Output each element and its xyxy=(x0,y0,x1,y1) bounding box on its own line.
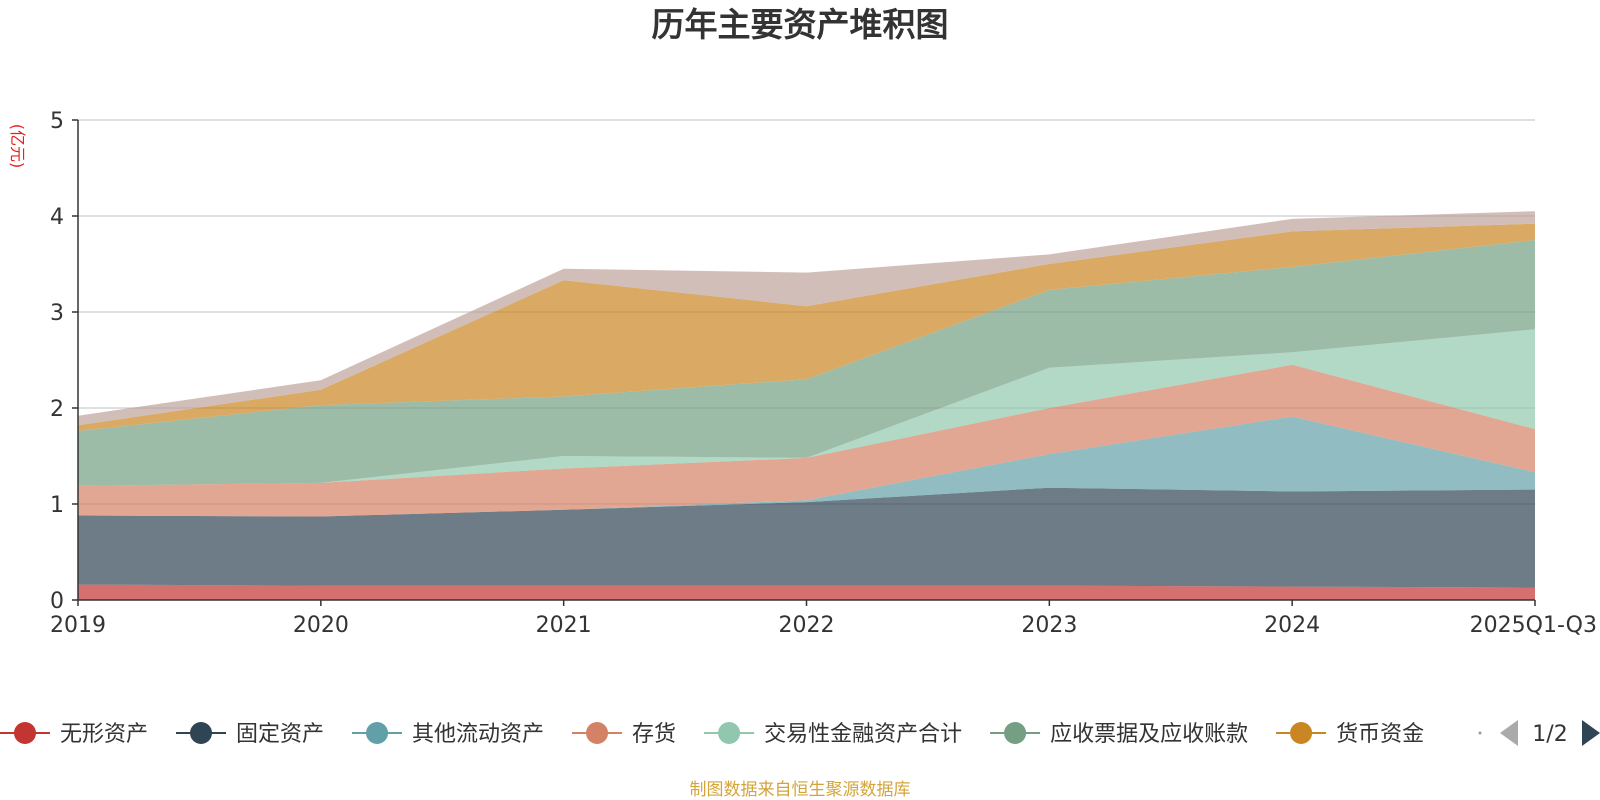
legend-item[interactable]: 无形资产 xyxy=(0,722,148,747)
y-tick-label: 0 xyxy=(50,589,64,614)
y-tick-label: 5 xyxy=(50,109,64,134)
legend-more-dot xyxy=(1478,731,1482,735)
x-tick-label: 2020 xyxy=(293,613,349,638)
legend-marker-icon xyxy=(1290,722,1313,744)
chart-title: 历年主要资产堆积图 xyxy=(652,5,949,44)
legend-label: 交易性金融资产合计 xyxy=(764,722,962,747)
area-series-8[interactable] xyxy=(78,211,1535,426)
legend-label: 应收票据及应收账款 xyxy=(1050,722,1248,747)
legend-label: 无形资产 xyxy=(60,722,148,747)
legend-item[interactable]: 交易性金融资产合计 xyxy=(704,722,962,747)
area-series-group xyxy=(78,211,1535,600)
legend-item[interactable]: 应收票据及应收账款 xyxy=(990,722,1248,747)
x-tick-label: 2021 xyxy=(536,613,592,638)
y-tick-label: 1 xyxy=(50,493,64,518)
legend-item[interactable]: 存货 xyxy=(572,722,676,747)
x-tick-label: 2025Q1-Q3 xyxy=(1470,613,1597,638)
area-series-2[interactable] xyxy=(78,487,1535,588)
legend-label: 固定资产 xyxy=(236,722,324,747)
legend-item[interactable]: 其他流动资产 xyxy=(352,722,544,747)
area-series-1[interactable] xyxy=(78,584,1535,600)
legend[interactable]: 无形资产 固定资产 其他流动资产 存货 交易性金融资产合计 应收票据及应收账款 货币资金 1/… xyxy=(0,720,1600,747)
x-tick-label: 2023 xyxy=(1021,613,1077,638)
legend-item[interactable]: 固定资产 xyxy=(176,722,324,747)
legend-next-page-icon[interactable] xyxy=(1582,720,1600,746)
axes: 0 1 2 3 4 5 2019 2020 2021 2022 2023 2024 2025Q1-Q3 xyxy=(50,109,1597,638)
y-tick-label: 3 xyxy=(50,301,64,326)
legend-label: 货币资金 xyxy=(1336,722,1424,747)
y-tick-label: 2 xyxy=(50,397,64,422)
x-tick-label: 2024 xyxy=(1264,613,1320,638)
area-series-5[interactable] xyxy=(78,329,1535,486)
source-note: 制图数据来自恒生聚源数据库 xyxy=(690,780,911,800)
area-series-7[interactable] xyxy=(78,223,1535,431)
x-tick-label: 2019 xyxy=(50,613,106,638)
area-series-6[interactable] xyxy=(78,240,1535,486)
legend-marker-icon xyxy=(1004,722,1027,744)
area-series-4[interactable] xyxy=(78,364,1535,517)
legend-item[interactable]: 货币资金 xyxy=(1276,722,1424,747)
legend-marker-icon xyxy=(718,722,741,744)
legend-marker-icon xyxy=(366,722,389,744)
legend-marker-icon xyxy=(190,722,213,744)
legend-page-indicator: 1/2 xyxy=(1532,722,1567,747)
legend-label: 存货 xyxy=(632,722,676,747)
legend-marker-icon xyxy=(14,722,36,744)
area-series-3[interactable] xyxy=(78,416,1535,517)
x-tick-label: 2022 xyxy=(779,613,835,638)
legend-prev-page-icon[interactable] xyxy=(1500,720,1518,746)
legend-label: 其他流动资产 xyxy=(412,722,544,747)
y-tick-label: 4 xyxy=(50,205,64,230)
legend-marker-icon xyxy=(586,722,609,744)
y-axis-unit: (亿元) xyxy=(8,124,27,169)
